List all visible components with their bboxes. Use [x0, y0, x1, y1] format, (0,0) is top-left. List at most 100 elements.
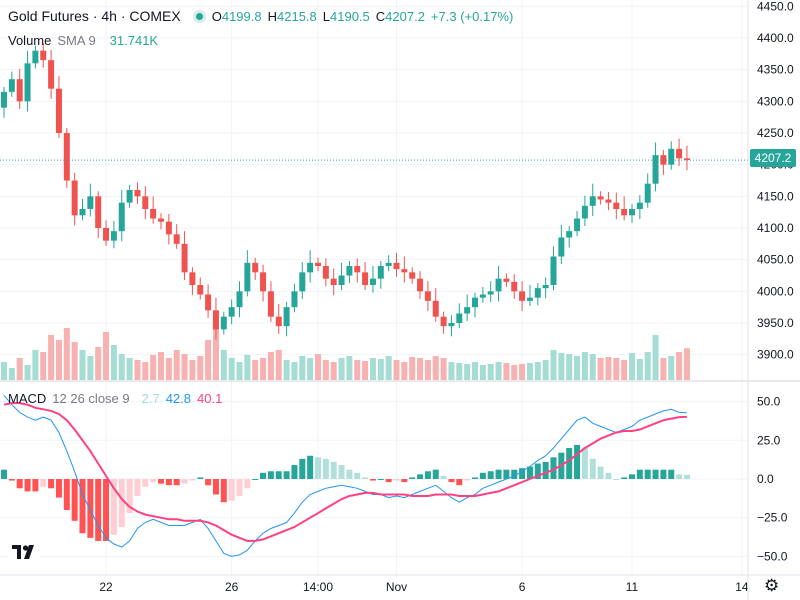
candle-body: [440, 316, 447, 327]
volume-bar: [362, 361, 369, 380]
candle-body: [103, 228, 110, 241]
volume-bar: [503, 363, 510, 380]
volume-bar: [24, 365, 31, 380]
macd-params: 12 26 close 9: [52, 391, 130, 406]
volume-bar: [165, 358, 172, 380]
macd-histogram-bar: [534, 463, 541, 479]
macd-histogram-bar: [652, 469, 659, 479]
volume-bar: [464, 364, 471, 380]
candle-body: [142, 196, 149, 209]
macd-histogram-bar: [126, 479, 133, 514]
candle-body: [8, 79, 15, 92]
volume-bar: [212, 325, 219, 380]
macd-histogram-bar: [40, 479, 47, 487]
volume-bar: [621, 360, 628, 380]
candle-body: [32, 50, 39, 64]
candle-body: [676, 148, 683, 159]
macd-line-value: 42.8: [165, 391, 192, 406]
candle-body: [377, 266, 384, 279]
candle-body: [330, 278, 337, 285]
price-candles: [0, 43, 748, 340]
candle-body: [212, 310, 219, 330]
macd-histogram-bar: [173, 479, 180, 486]
candle-body: [581, 205, 588, 219]
macd-histogram-bar: [165, 479, 172, 486]
candle-body: [158, 218, 164, 222]
candle-body: [369, 278, 376, 285]
macd-histogram-bar: [142, 479, 149, 487]
time-tick-label: 11: [626, 580, 639, 594]
time-tick-label: 14:00: [303, 580, 333, 594]
candle-body: [558, 237, 565, 257]
macd-histogram-bar: [393, 479, 400, 481]
candle-body: [589, 196, 596, 206]
macd-histogram-bar: [205, 479, 212, 486]
candle-body: [550, 256, 557, 285]
candle-body: [526, 297, 533, 301]
volume-bar: [574, 356, 581, 380]
macd-histogram-bar: [1, 469, 7, 479]
macd-histogram-bar: [456, 479, 463, 486]
macd-histogram-bar: [385, 479, 392, 483]
volume-bar: [683, 348, 690, 380]
volume-bar: [1, 362, 7, 380]
macd-histogram-bar: [369, 479, 376, 481]
volume-bar: [401, 362, 408, 380]
candle-body: [417, 278, 424, 292]
symbol-legend[interactable]: Gold Futures · 4h · COMEX O4199.8 H4215.…: [8, 8, 519, 24]
volume-legend[interactable]: Volume SMA 9 31.741K: [8, 33, 164, 48]
price-tick-label: 4300.0: [757, 94, 794, 108]
volume-bar: [487, 364, 494, 380]
gear-icon[interactable]: ⚙: [764, 576, 780, 595]
volume-bar: [338, 358, 345, 380]
candle-body: [621, 209, 628, 216]
volume-bar: [275, 350, 282, 380]
symbol-title[interactable]: Gold Futures · 4h · COMEX: [8, 8, 181, 24]
candle-body: [338, 275, 345, 285]
volume-bar: [629, 353, 635, 380]
time-tick-label: 14: [735, 580, 749, 594]
volume-bar: [126, 358, 133, 380]
macd-histogram-bar: [322, 458, 329, 479]
volume-bar: [668, 356, 675, 380]
volume-bar: [456, 363, 463, 380]
macd-histogram-bar: [55, 479, 62, 498]
candle-body: [40, 50, 47, 61]
macd-histogram-bar: [16, 479, 23, 489]
candle-body: [644, 183, 651, 203]
macd-histogram-bar: [95, 479, 102, 541]
price-tick-label: 3950.0: [757, 316, 794, 330]
candle-body: [95, 196, 102, 228]
candle-body: [173, 234, 180, 244]
volume-bar: [55, 340, 62, 380]
candle-body: [55, 88, 62, 133]
macd-histogram-bar: [495, 469, 502, 479]
candle-body: [252, 262, 259, 273]
macd-histogram-bar: [605, 472, 612, 479]
macd-histogram-bar: [134, 479, 141, 497]
macd-legend[interactable]: MACD 12 26 close 9 2.7 42.8 40.1: [8, 391, 228, 406]
candle-body: [346, 266, 353, 276]
volume-bar: [566, 354, 573, 380]
macd-histogram-bar: [220, 479, 227, 503]
volume-bar: [228, 358, 235, 380]
candle-body: [354, 266, 361, 273]
volume-bar: [291, 362, 298, 380]
macd-histogram-bar: [542, 461, 549, 479]
macd-histogram-bar: [346, 469, 353, 479]
volume-bar: [448, 362, 455, 380]
candle-body: [189, 272, 196, 285]
volume-bar: [322, 360, 329, 380]
volume-bar: [236, 362, 243, 380]
price-tick-label: 4350.0: [757, 63, 794, 77]
candle-body: [307, 262, 314, 273]
tradingview-logo-icon[interactable]: [8, 538, 42, 566]
macd-pane: [1, 395, 690, 557]
macd-histogram-bar: [401, 479, 408, 483]
macd-histogram-bar: [613, 479, 620, 480]
macd-histogram-bar: [267, 471, 274, 479]
macd-histogram-bar: [660, 469, 667, 479]
volume-bar: [581, 352, 588, 380]
